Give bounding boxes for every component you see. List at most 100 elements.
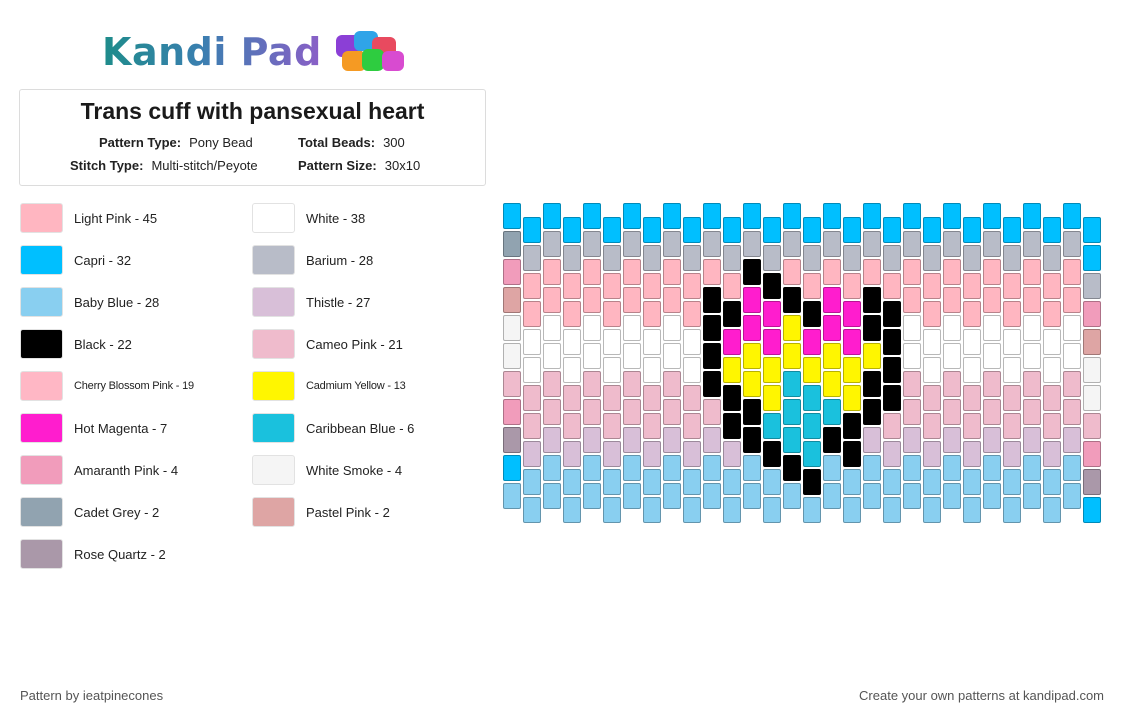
bead — [1023, 259, 1041, 285]
bead — [523, 497, 541, 523]
bead — [563, 441, 581, 467]
bead — [1063, 399, 1081, 425]
color-swatch — [20, 539, 63, 569]
bead — [603, 497, 621, 523]
bead — [543, 259, 561, 285]
bead — [863, 231, 881, 257]
legend-label: Black - 22 — [74, 336, 132, 352]
bead — [943, 203, 961, 229]
color-swatch — [20, 497, 63, 527]
bead — [543, 483, 561, 509]
legend-label: Hot Magenta - 7 — [74, 420, 168, 436]
bead — [503, 315, 521, 341]
bead — [563, 497, 581, 523]
bead — [903, 259, 921, 285]
bead — [923, 357, 941, 383]
bead — [1023, 343, 1041, 369]
bead — [603, 413, 621, 439]
bead — [603, 245, 621, 271]
pattern-type-value: Pony Bead — [189, 135, 253, 150]
bead — [523, 273, 541, 299]
bead — [1023, 287, 1041, 313]
bead — [1003, 413, 1021, 439]
legend-label: Caribbean Blue - 6 — [306, 420, 415, 436]
bead — [883, 413, 901, 439]
pattern-size-row: Pattern Size: 30x10 — [298, 158, 420, 173]
bead — [1023, 483, 1041, 509]
bead — [643, 469, 661, 495]
bead — [1083, 357, 1101, 383]
bead — [543, 427, 561, 453]
bead — [703, 203, 721, 229]
bead — [783, 455, 801, 481]
bead — [643, 273, 661, 299]
bead — [843, 245, 861, 271]
bead — [823, 231, 841, 257]
bead — [783, 399, 801, 425]
bead — [1003, 469, 1021, 495]
bead — [643, 413, 661, 439]
bead — [603, 301, 621, 327]
bead — [703, 483, 721, 509]
bead — [743, 399, 761, 425]
bead — [1063, 371, 1081, 397]
bead — [903, 371, 921, 397]
bead — [803, 413, 821, 439]
legend-item: Baby Blue - 28 — [20, 286, 159, 318]
bead — [643, 217, 661, 243]
bead — [963, 357, 981, 383]
bead — [1063, 343, 1081, 369]
color-swatch — [252, 413, 295, 443]
bead — [1063, 455, 1081, 481]
bead — [623, 427, 641, 453]
stitch-type-value: Multi-stitch/Peyote — [151, 158, 258, 173]
bead — [523, 385, 541, 411]
bead — [903, 287, 921, 313]
kandi-pad-logo[interactable]: Kandi Pad — [102, 24, 412, 80]
bead — [1003, 301, 1021, 327]
bead — [763, 273, 781, 299]
bead — [923, 273, 941, 299]
bead — [543, 287, 561, 313]
stitch-type-label: Stitch Type: — [70, 158, 144, 173]
bead — [923, 441, 941, 467]
bead — [803, 357, 821, 383]
bead — [923, 329, 941, 355]
bead — [803, 497, 821, 523]
bead — [803, 385, 821, 411]
bead — [543, 203, 561, 229]
pattern-author: Pattern by ieatpinecones — [20, 688, 164, 703]
color-swatch — [252, 455, 295, 485]
bead — [823, 455, 841, 481]
legend-label: Light Pink - 45 — [74, 210, 158, 226]
bead — [863, 203, 881, 229]
bead — [583, 203, 601, 229]
bead — [623, 203, 641, 229]
bead — [923, 217, 941, 243]
bead — [863, 315, 881, 341]
bead — [743, 315, 761, 341]
bead — [963, 301, 981, 327]
bead — [683, 497, 701, 523]
bead — [623, 343, 641, 369]
create-pattern-link[interactable]: Create your own patterns at kandipad.com — [859, 688, 1104, 703]
bead — [843, 357, 861, 383]
bead — [943, 483, 961, 509]
bead — [783, 231, 801, 257]
legend-item: Thistle - 27 — [252, 286, 370, 318]
bead — [983, 343, 1001, 369]
bead — [1063, 231, 1081, 257]
legend-item: Capri - 32 — [20, 244, 131, 276]
bead — [663, 287, 681, 313]
bead — [983, 315, 1001, 341]
bead — [843, 273, 861, 299]
bead — [503, 427, 521, 453]
bead — [943, 343, 961, 369]
bead — [763, 217, 781, 243]
bead — [863, 483, 881, 509]
bead — [883, 497, 901, 523]
legend-item: Cadet Grey - 2 — [20, 496, 159, 528]
bead — [603, 329, 621, 355]
bead — [743, 483, 761, 509]
color-swatch — [20, 203, 63, 233]
